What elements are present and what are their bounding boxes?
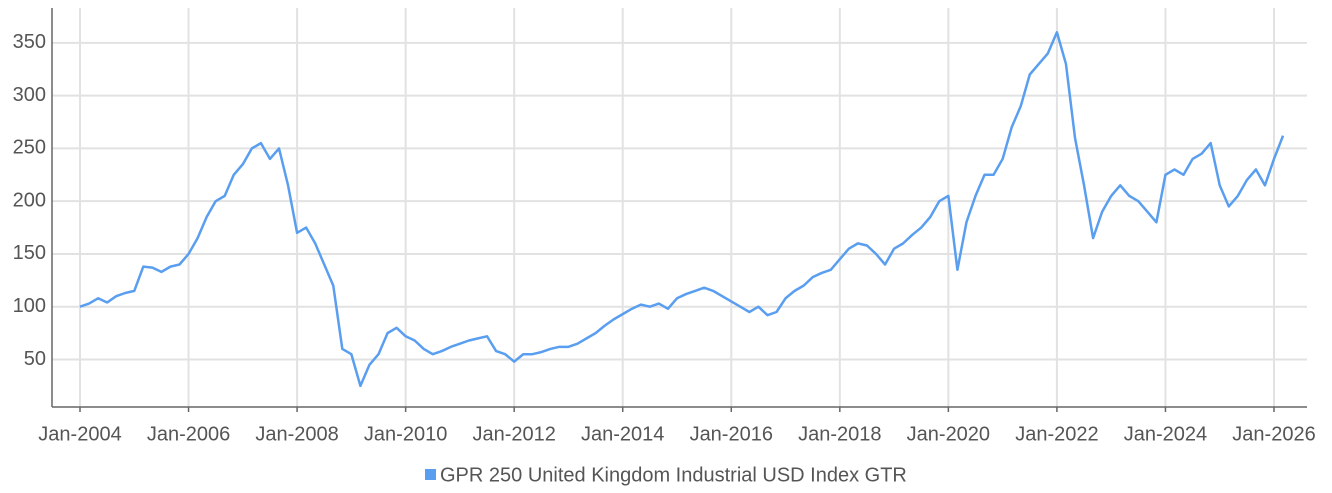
y-tick-label: 100	[13, 295, 46, 317]
x-tick-label: Jan-2018	[798, 423, 881, 445]
x-tick-label: Jan-2008	[255, 423, 338, 445]
x-tick-label: Jan-2004	[38, 423, 121, 445]
x-tick-label: Jan-2012	[472, 423, 555, 445]
y-tick-label: 150	[13, 242, 46, 264]
y-tick-label: 300	[13, 84, 46, 106]
legend-swatch	[425, 469, 436, 480]
x-tick-label: Jan-2024	[1124, 423, 1207, 445]
y-tick-label: 350	[13, 31, 46, 53]
x-tick-label: Jan-2010	[364, 423, 447, 445]
y-tick-label: 50	[24, 348, 46, 370]
x-tick-label: Jan-2022	[1015, 423, 1098, 445]
legend: GPR 250 United Kingdom Industrial USD In…	[425, 464, 907, 486]
y-tick-label: 200	[13, 189, 46, 211]
series-line	[79, 31, 1285, 388]
x-tick-label: Jan-2016	[690, 423, 773, 445]
x-tick-label: Jan-2020	[907, 423, 990, 445]
x-tick-label: Jan-2026	[1232, 423, 1315, 445]
y-tick-label: 250	[13, 137, 46, 159]
x-tick-label: Jan-2006	[147, 423, 230, 445]
x-tick-label: Jan-2014	[581, 423, 664, 445]
legend-label: GPR 250 United Kingdom Industrial USD In…	[440, 464, 907, 486]
